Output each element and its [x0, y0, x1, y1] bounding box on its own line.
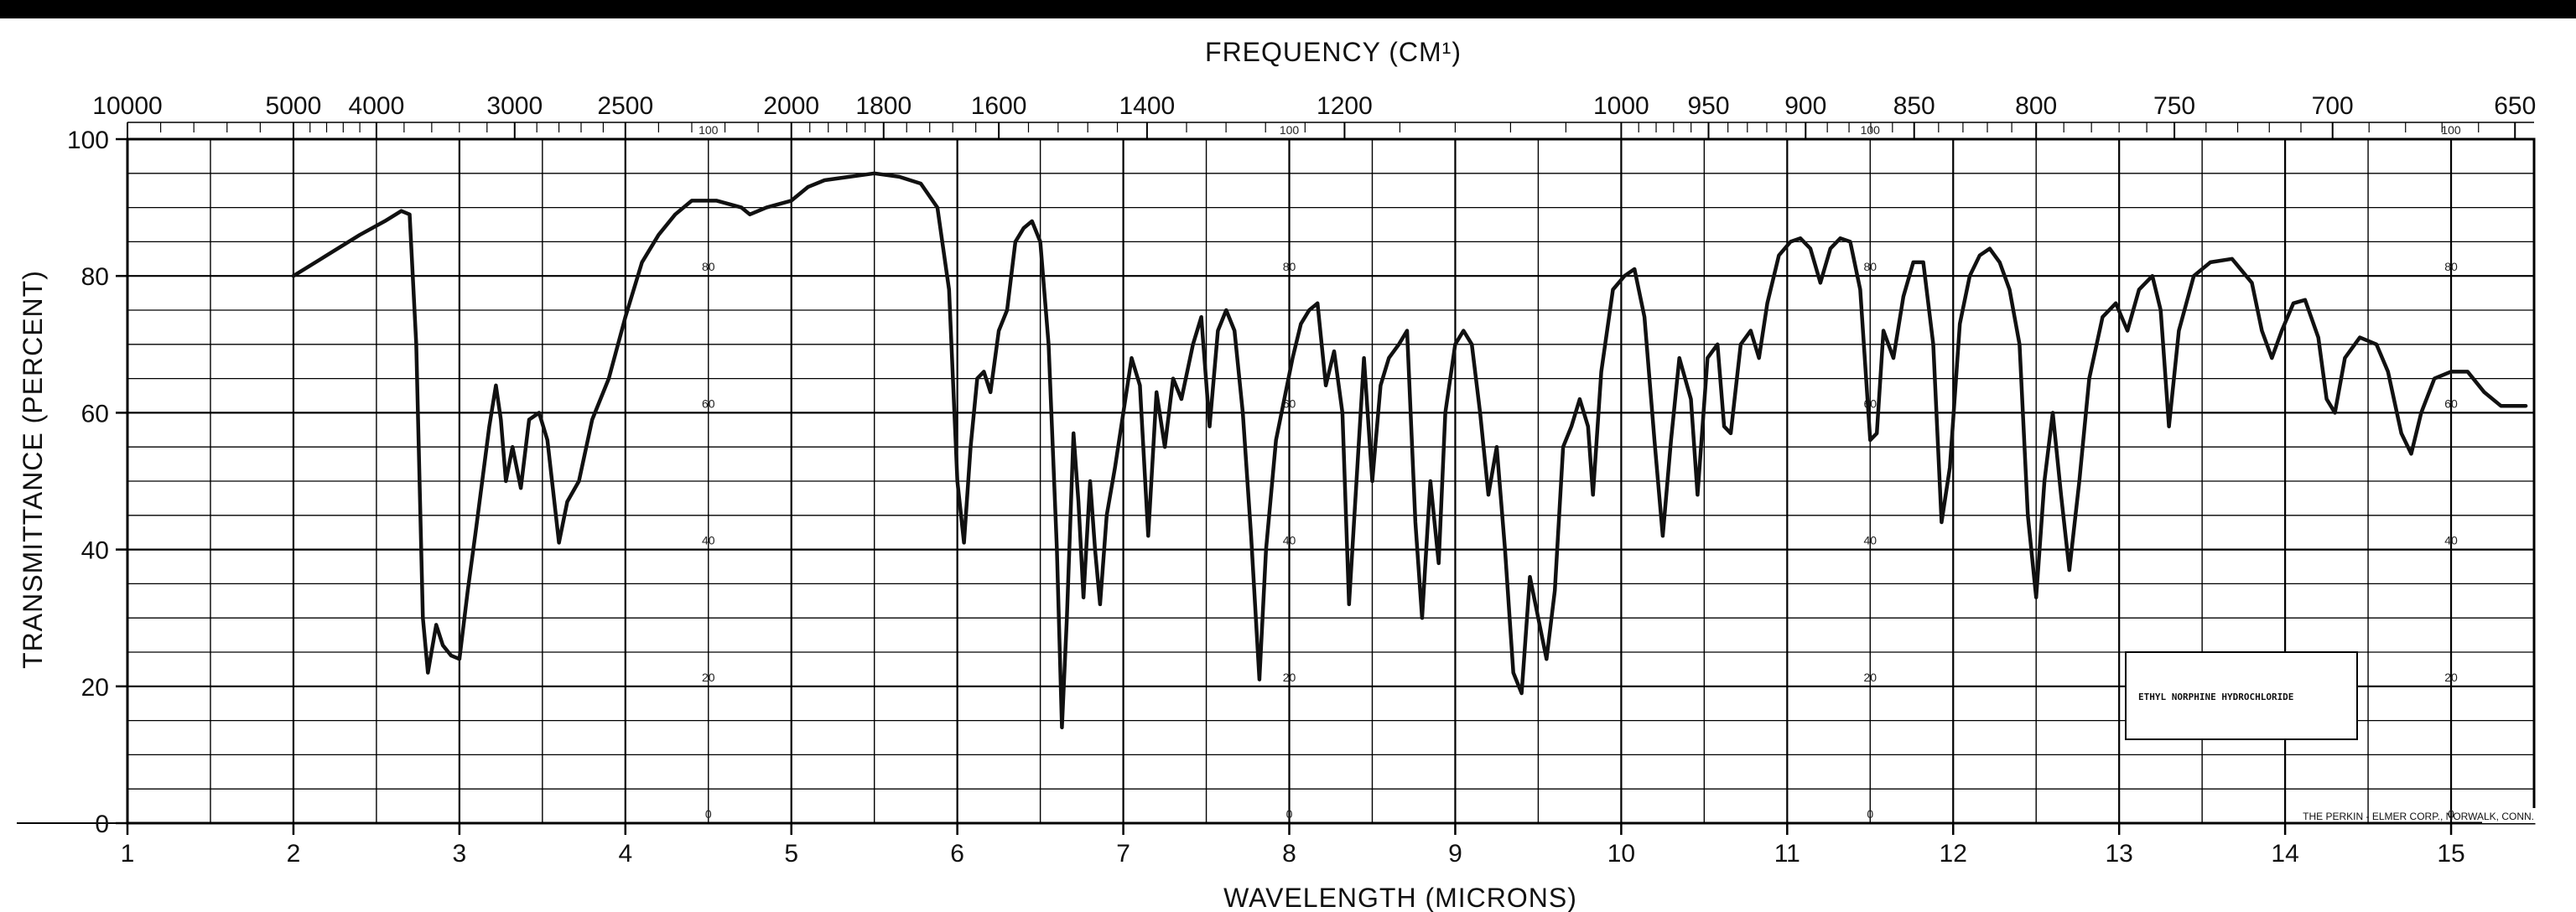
y-tick-label: 40 — [81, 537, 109, 565]
frequency-axis-title: FREQUENCY (CM¹) — [1205, 37, 1462, 67]
y-tick-label: 60 — [81, 400, 109, 428]
y-tick-label: 80 — [81, 263, 109, 291]
credit-strip: THE PERKIN - ELMER CORP., NORWALK, CONN. — [2303, 808, 2547, 823]
x-tick-label: 3 — [453, 840, 467, 868]
scale-label: 60 — [2444, 396, 2458, 410]
frequency-tick-label: 900 — [1784, 92, 1826, 120]
frequency-tick-label: 2000 — [763, 92, 819, 120]
x-tick-label: 6 — [950, 840, 964, 868]
frequency-tick-label: 650 — [2494, 92, 2536, 120]
frequency-tick-label: 700 — [2312, 92, 2354, 120]
frequency-tick-label: 1000 — [1593, 92, 1649, 120]
y-axis-ticks: 0 20 40 60 80 100 — [67, 127, 127, 838]
frequency-tick-label: 950 — [1687, 92, 1729, 120]
chart-scale-labels: 100 80 60 40 20 0 100 80 60 40 20 0 100 80 60 40 20 0 100 8… — [699, 123, 2461, 821]
y-tick-label: 0 — [95, 811, 109, 838]
sample-label: ETHYL NORPHINE HYDROCHLORIDE — [2138, 692, 2293, 702]
frequency-tick-label: 4000 — [349, 92, 405, 120]
scale-label: 60 — [702, 396, 715, 410]
scale-label: 100 — [1280, 123, 1300, 137]
scale-label: 80 — [1283, 260, 1296, 273]
plot-frame — [126, 137, 2536, 825]
x-tick-label: 10 — [1607, 840, 1635, 868]
frequency-tick-label: 1800 — [855, 92, 911, 120]
scale-label: 0 — [2448, 807, 2454, 821]
scale-label: 20 — [2444, 671, 2458, 684]
scale-label: 0 — [1286, 807, 1293, 821]
x-tick-label: 14 — [2271, 840, 2298, 868]
frequency-tick-label: 10000 — [92, 92, 162, 120]
x-tick-label: 11 — [1774, 840, 1800, 868]
x-tick-label: 2 — [287, 840, 301, 868]
x-axis-title: WAVELENGTH (MICRONS) — [1223, 883, 1577, 912]
scale-label: 0 — [705, 807, 712, 821]
x-tick-label: 12 — [1940, 840, 1967, 868]
frequency-tick-label: 800 — [2015, 92, 2057, 120]
x-tick-label: 1 — [121, 840, 135, 868]
x-tick-label: 8 — [1282, 840, 1296, 868]
y-tick-label: 100 — [67, 127, 109, 154]
scale-label: 100 — [1861, 123, 1881, 137]
y-tick-label: 20 — [81, 674, 109, 702]
scale-label: 40 — [702, 534, 715, 547]
x-tick-label: 4 — [618, 840, 632, 868]
scale-label: 100 — [699, 123, 719, 137]
frequency-axis: 10000 5000 4000 3000 2500 2000 1800 1600 1400 120… — [92, 92, 2536, 139]
frequency-tick-label: 5000 — [266, 92, 322, 120]
x-tick-label: 15 — [2437, 840, 2464, 868]
x-tick-label: 9 — [1448, 840, 1462, 868]
scale-label: 80 — [2444, 260, 2458, 273]
scale-label: 40 — [1283, 534, 1296, 547]
x-axis-ticks: 1 2 3 4 5 6 7 8 9 10 11 12 13 14 15 — [121, 823, 2465, 868]
frequency-tick-label: 750 — [2153, 92, 2195, 120]
sample-label-box: ETHYL NORPHINE HYDROCHLORIDE — [2125, 651, 2358, 740]
frequency-tick-label: 850 — [1893, 92, 1935, 120]
frequency-tick-label: 1600 — [971, 92, 1027, 120]
scale-label: 20 — [702, 671, 715, 684]
frequency-tick-label: 1400 — [1119, 92, 1176, 120]
scale-label: 40 — [2444, 534, 2458, 547]
top-border-bar — [0, 0, 2576, 18]
scale-label: 80 — [702, 260, 715, 273]
scale-label: 20 — [1863, 671, 1877, 684]
scale-label: 100 — [2441, 123, 2461, 137]
manufacturer-credit: THE PERKIN - ELMER CORP., NORWALK, CONN. — [2303, 811, 2534, 822]
scale-label: 40 — [1863, 534, 1877, 547]
x-tick-label: 13 — [2105, 840, 2132, 868]
x-tick-label: 5 — [784, 840, 798, 868]
frequency-tick-label: 2500 — [597, 92, 653, 120]
scale-label: 20 — [1283, 671, 1296, 684]
frequency-tick-label: 1200 — [1317, 92, 1373, 120]
frequency-tick-label: 3000 — [486, 92, 543, 120]
scale-label: 60 — [1283, 396, 1296, 410]
scale-label: 0 — [1867, 807, 1873, 821]
scale-label: 80 — [1863, 260, 1877, 273]
y-axis-title: TRANSMITTANCE (PERCENT) — [18, 270, 48, 669]
x-tick-label: 7 — [1116, 840, 1130, 868]
spectrum-series-line — [291, 171, 2528, 730]
